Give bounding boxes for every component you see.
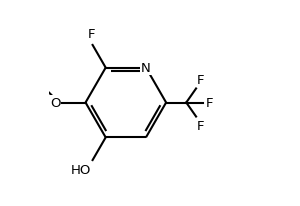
Text: HO: HO xyxy=(71,163,92,176)
Text: O: O xyxy=(50,97,60,109)
Text: F: F xyxy=(206,97,213,109)
Text: F: F xyxy=(88,28,95,41)
Text: F: F xyxy=(197,74,205,87)
Text: N: N xyxy=(141,62,151,75)
Text: F: F xyxy=(197,119,205,132)
